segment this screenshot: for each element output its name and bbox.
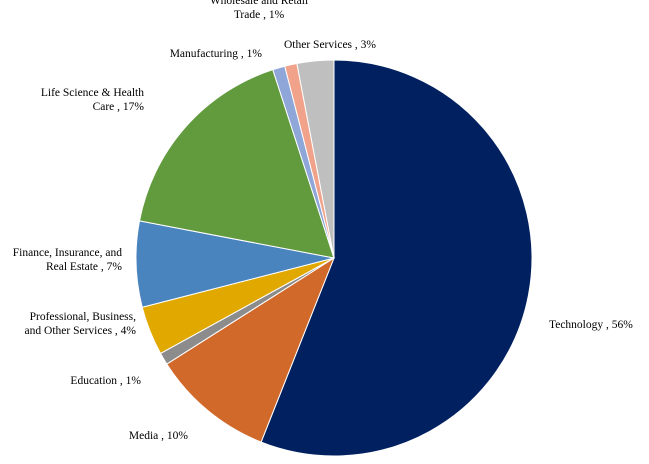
pie-slices [135,59,533,457]
slice-label-5: Life Science & Health Care , 17% [41,87,145,113]
pie-slice-8 [296,59,335,259]
slice-label-4-line-1: Real Estate , 7% [46,261,122,273]
slice-label-4: Finance, Insurance, and Real Estate , 7% [13,247,123,273]
slice-label-8-line-0: Other Services , 3% [284,39,376,51]
slice-label-1-line-0: Media , 10% [129,430,189,442]
slice-label-2: Education , 1% [70,375,141,387]
pie-labels: Technology , 56% Media , 10% Education , 1… [13,0,633,442]
slice-label-7-line-0: Wholesale and Retail [210,0,308,7]
pie-slice-1 [166,256,336,443]
slice-label-6: Manufacturing , 1% [170,48,263,60]
slice-label-7-line-1: Trade , 1% [234,9,285,21]
slice-label-8: Other Services , 3% [284,39,376,51]
slice-label-5-line-1: Care , 17% [93,101,145,113]
slice-label-1: Media , 10% [129,430,189,442]
slice-label-4-line-0: Finance, Insurance, and [13,247,122,259]
slice-label-3: Professional, Business, and Other Service… [25,311,137,337]
slice-label-3-line-1: and Other Services , 4% [25,325,137,337]
slice-label-6-line-0: Manufacturing , 1% [170,48,263,60]
slice-label-5-line-0: Life Science & Health [41,87,144,99]
slice-label-3-line-0: Professional, Business, [30,311,137,323]
slice-label-7: Wholesale and Retail Trade , 1% [210,0,308,21]
pie-slice-5 [138,69,335,259]
slice-label-2-line-0: Education , 1% [70,375,141,387]
pie-slice-0 [260,59,533,457]
slice-label-0-line-0: Technology , 56% [549,319,633,331]
slice-label-0: Technology , 56% [549,319,633,331]
